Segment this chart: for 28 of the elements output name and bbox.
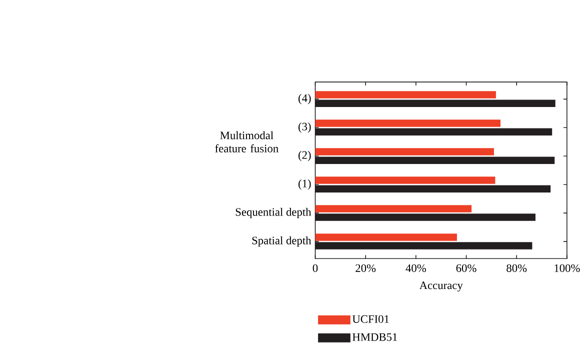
bar (315, 214, 536, 221)
text: Multimodal feature fusion (215, 131, 278, 152)
bar (315, 120, 500, 127)
bar (315, 100, 556, 107)
bar (315, 148, 494, 156)
legend-label: HMDB51 (352, 333, 398, 341)
bar (315, 91, 496, 98)
x-tick-label: 0 (312, 264, 318, 272)
bar (315, 205, 472, 212)
y-tick-label: (3) (298, 122, 311, 133)
x-tick-label: 20% (356, 264, 376, 272)
y-tick-label: Sequential depth (236, 208, 312, 218)
x-tick-label: 100% (554, 264, 580, 272)
bar (315, 156, 555, 164)
bar (315, 234, 457, 241)
bar (315, 176, 496, 184)
y-tick-label: (2) (298, 150, 311, 162)
y-tick-label: (1) (298, 179, 311, 190)
y-tick-label: Spatial depth (252, 236, 312, 247)
x-tick-label: 60% (456, 264, 476, 272)
x-axis-title: Accuracy (419, 282, 463, 292)
bar (315, 242, 532, 250)
bar (315, 185, 551, 192)
bar (315, 128, 552, 136)
y-tick-label: (4) (298, 94, 311, 104)
legend-label: UCFI01 (352, 315, 389, 323)
x-tick-label: 40% (406, 264, 426, 272)
x-tick-label: 80% (506, 264, 527, 272)
